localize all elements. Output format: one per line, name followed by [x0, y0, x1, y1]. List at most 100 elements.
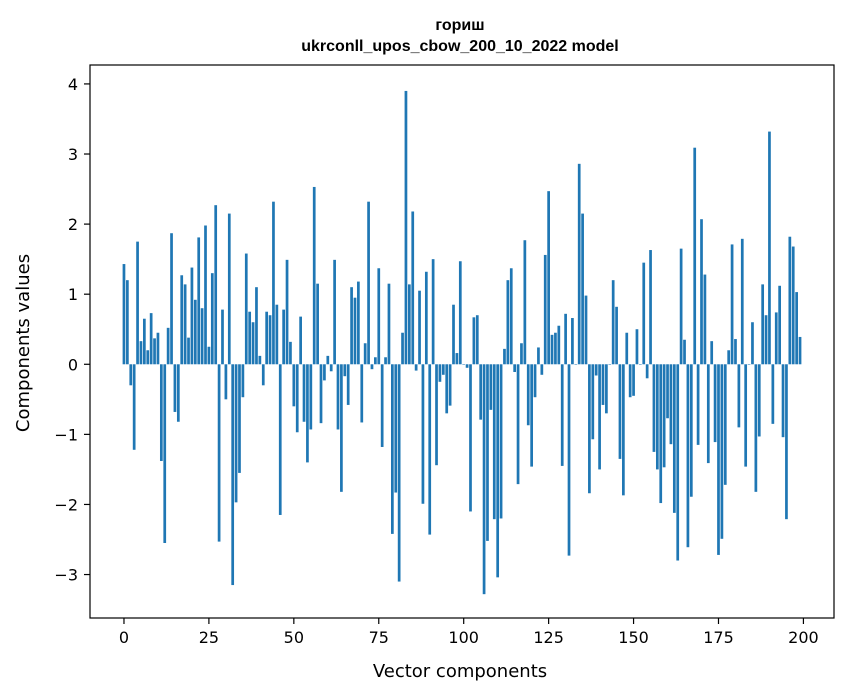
x-axis-ticks: 0 25 50 75 100 125 150 175 200: [119, 618, 819, 647]
bar: [397, 364, 401, 582]
bar: [122, 264, 126, 365]
bar: [458, 261, 462, 365]
bar: [336, 364, 340, 430]
bar: [533, 364, 537, 398]
bar: [751, 322, 754, 365]
bar: [482, 364, 486, 595]
bar: [530, 364, 534, 467]
bar: [754, 364, 758, 492]
bar: [499, 364, 503, 519]
bar: [149, 313, 153, 365]
bar: [363, 343, 367, 365]
bar: [557, 325, 561, 365]
bar: [159, 364, 163, 462]
bar: [441, 364, 445, 375]
bar: [730, 244, 734, 365]
bar: [238, 364, 241, 473]
bar: [628, 364, 632, 398]
bar: [598, 364, 601, 470]
bar: [516, 364, 520, 485]
bar: [550, 334, 554, 365]
x-tick-label: 200: [788, 628, 819, 647]
bar: [166, 327, 170, 365]
bar: [227, 213, 231, 365]
bar: [727, 350, 731, 365]
bar: [394, 364, 398, 493]
bar: [129, 364, 133, 386]
bar: [764, 315, 768, 365]
bar: [401, 332, 404, 365]
bar: [292, 364, 296, 407]
bar: [638, 364, 642, 365]
bar: [210, 273, 214, 365]
bar: [231, 364, 235, 586]
bar: [421, 364, 425, 504]
bar: [295, 364, 299, 433]
bar: [142, 318, 146, 365]
bar: [272, 201, 275, 365]
bar: [706, 364, 710, 464]
bar: [268, 315, 272, 365]
chart-title: гориш: [435, 17, 484, 34]
bar: [153, 338, 156, 365]
bar: [649, 250, 652, 365]
bar: [666, 364, 669, 419]
bar: [774, 312, 778, 365]
bar: [574, 364, 578, 365]
bar: [370, 364, 374, 370]
bar: [275, 304, 279, 365]
bar: [360, 364, 364, 423]
bar: [506, 280, 510, 365]
bar: [316, 283, 319, 365]
bar: [435, 364, 438, 466]
bar: [200, 308, 204, 365]
y-tick-label: 4: [68, 75, 78, 94]
bar: [319, 364, 323, 424]
y-tick-label: 3: [68, 145, 78, 164]
bar: [126, 280, 129, 365]
bar: [176, 364, 180, 422]
bar: [523, 240, 527, 365]
bar: [204, 225, 207, 365]
bar: [224, 364, 228, 400]
bar: [564, 313, 567, 365]
bar: [367, 201, 370, 365]
bar: [622, 364, 625, 496]
bar: [190, 267, 194, 365]
x-tick-label: 50: [284, 628, 304, 647]
y-tick-label: 2: [68, 215, 78, 234]
bar: [312, 186, 316, 365]
bar: [635, 329, 639, 365]
bar: [163, 364, 167, 544]
bar: [479, 364, 483, 420]
y-tick-label: 0: [68, 355, 78, 374]
bar: [503, 348, 506, 365]
bar: [645, 364, 649, 379]
bar: [655, 364, 659, 470]
bar: [686, 364, 690, 548]
bar: [543, 254, 547, 365]
bar: [679, 248, 683, 365]
bar: [452, 304, 455, 365]
chart-subtitle: ukrconll_upos_cbow_200_10_2022 model: [301, 38, 618, 55]
bar: [492, 364, 496, 520]
y-tick-label: −1: [54, 425, 78, 444]
bar: [255, 287, 258, 365]
bar: [489, 364, 493, 410]
bar: [289, 341, 292, 365]
y-tick-label: 1: [68, 285, 78, 304]
bar: [326, 355, 330, 365]
bar: [428, 364, 432, 535]
bar: [343, 364, 347, 377]
bar: [469, 364, 472, 512]
bar: [737, 364, 741, 428]
y-tick-label: −3: [54, 566, 78, 585]
bar: [183, 284, 187, 365]
bar: [353, 297, 357, 365]
bar: [251, 322, 255, 365]
bar: [357, 281, 360, 365]
bar: [581, 213, 584, 365]
bar: [795, 292, 798, 365]
bar: [618, 364, 622, 459]
